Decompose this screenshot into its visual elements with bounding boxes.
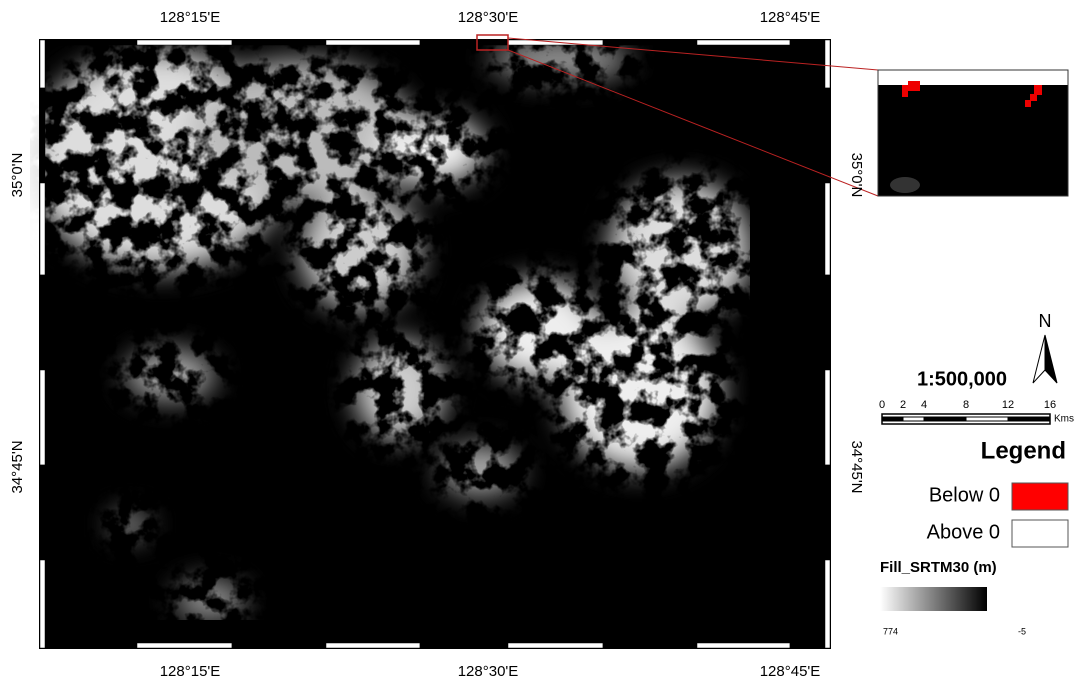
legend-swatch: [1012, 483, 1068, 510]
border-segment: [137, 40, 232, 45]
border-segment: [508, 643, 603, 648]
inset-map: [878, 70, 1068, 196]
border-segment: [40, 40, 137, 45]
north-arrow-right: [1045, 335, 1057, 383]
longitude-label: 128°45'E: [760, 9, 821, 26]
scale-segment: [882, 417, 903, 421]
map-figure: N 1:500,000 0 2 4 8 12 16 Kms Legend Below 0 A…: [0, 0, 1080, 688]
scale-segment: [903, 417, 924, 421]
latitude-label: 34°45'N: [848, 440, 865, 493]
border-segment: [603, 40, 697, 45]
scale-tick-label: 0: [879, 399, 885, 411]
border-segment: [825, 275, 830, 370]
border-segment: [790, 40, 830, 45]
inset-band: [878, 70, 1068, 85]
longitude-label: 128°30'E: [458, 9, 519, 26]
latitude-label: 34°45'N: [9, 440, 26, 493]
border-segment: [420, 643, 508, 648]
border-segment: [420, 40, 508, 45]
border-segment: [40, 465, 45, 560]
border-segment: [137, 643, 232, 648]
border-segment: [825, 465, 830, 560]
border-segment: [326, 643, 420, 648]
north-arrow-left: [1033, 335, 1045, 383]
border-segment: [825, 40, 830, 88]
border-segment: [603, 643, 697, 648]
scale-tick-label: 4: [921, 399, 927, 411]
raster-ramp: [880, 587, 987, 611]
border-segment: [40, 183, 45, 275]
border-segment: [40, 275, 45, 370]
north-label: N: [1039, 311, 1052, 331]
scale-segment: [1008, 417, 1050, 421]
legend-swatch: [1012, 520, 1068, 547]
border-segment: [40, 40, 45, 88]
legend-label: Below 0: [929, 484, 1000, 506]
border-segment: [790, 643, 830, 648]
border-segment: [825, 370, 830, 465]
longitude-label: 128°15'E: [160, 9, 221, 26]
raster-high: 774: [883, 626, 898, 636]
border-segment: [825, 560, 830, 648]
legend-label: Above 0: [927, 521, 1000, 543]
latitude-label: 35°0'N: [9, 153, 26, 198]
north-arrow: N: [1033, 311, 1057, 383]
inset-terrain: [890, 177, 920, 193]
scale-segment: [924, 417, 966, 421]
longitude-label: 128°45'E: [760, 663, 821, 680]
border-segment: [825, 183, 830, 275]
scale-tick-label: 8: [963, 399, 969, 411]
scale-bar: 0 2 4 8 12 16 Kms: [879, 399, 1074, 425]
border-segment: [825, 88, 830, 183]
border-segment: [697, 643, 790, 648]
border-segment: [40, 370, 45, 465]
longitude-label: 128°15'E: [160, 663, 221, 680]
border-segment: [40, 643, 137, 648]
border-segment: [232, 643, 326, 648]
border-segment: [326, 40, 420, 45]
scale-tick-label: 16: [1044, 399, 1056, 411]
longitude-label: 128°30'E: [458, 663, 519, 680]
scale-unit: Kms: [1054, 414, 1074, 425]
latitude-label: 35°0'N: [848, 153, 865, 198]
scale-ratio: 1:500,000: [917, 368, 1007, 390]
scale-segment: [966, 417, 1008, 421]
border-segment: [697, 40, 790, 45]
raster-low: -5: [1018, 626, 1026, 636]
raster-title: Fill_SRTM30 (m): [880, 559, 997, 576]
scale-tick-label: 12: [1002, 399, 1014, 411]
border-segment: [40, 88, 45, 183]
border-segment: [40, 560, 45, 648]
legend-title: Legend: [981, 437, 1066, 464]
border-segment: [232, 40, 326, 45]
scale-tick-label: 2: [900, 399, 906, 411]
